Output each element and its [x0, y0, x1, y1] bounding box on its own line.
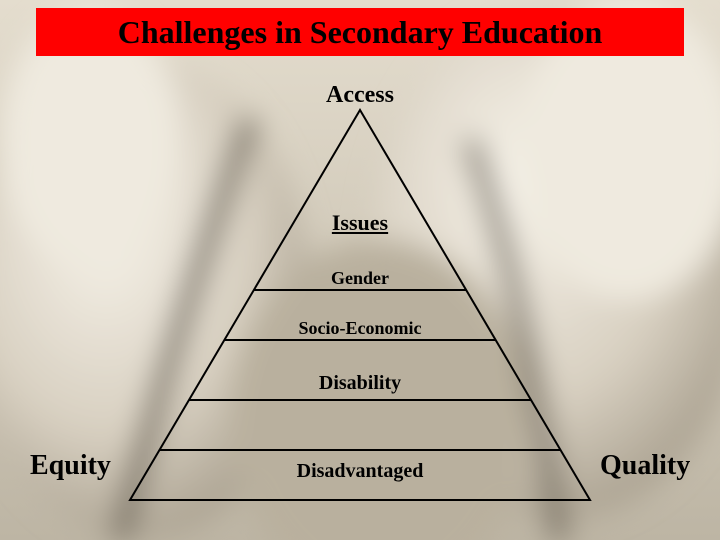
side-label-equity: Equity [30, 450, 111, 482]
side-label-quality: Quality [600, 450, 690, 482]
tier-socioeconomic: Socio-Economic [0, 318, 720, 339]
slide-stage: Challenges in Secondary Education Access… [0, 0, 720, 540]
apex-label: Access [0, 82, 720, 109]
tier-disability: Disability [0, 372, 720, 395]
issues-label: Issues [0, 210, 720, 236]
tier-gender: Gender [0, 268, 720, 289]
